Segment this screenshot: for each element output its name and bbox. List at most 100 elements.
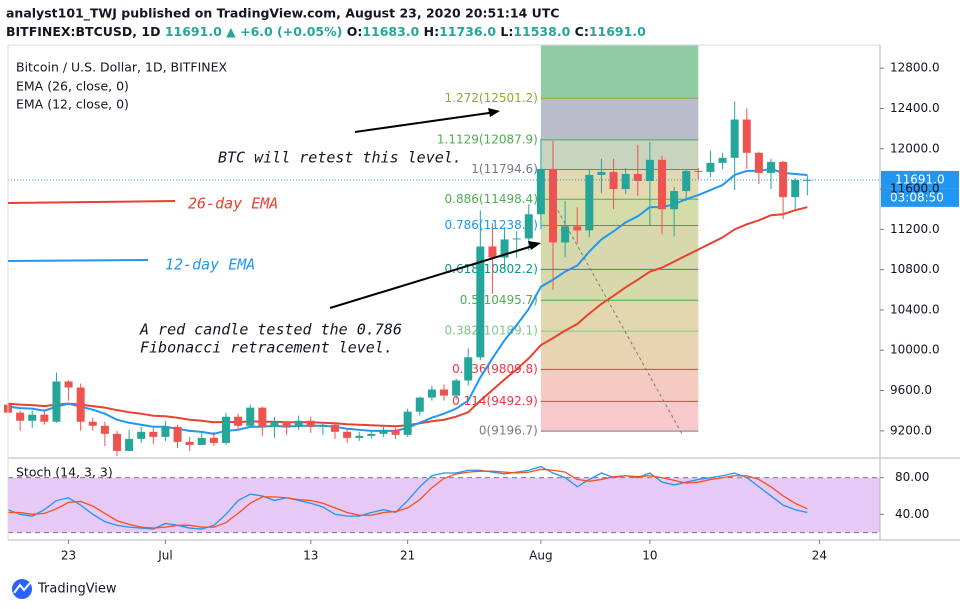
candle-body [64,381,73,388]
candle-body [306,420,315,427]
fib-label: 1.272(12501.2) [445,91,538,105]
candle-body [512,238,521,240]
annotation: BTC will retest this level. [218,149,462,167]
ohlc-key: C: [575,24,589,39]
stoch-band [8,477,880,533]
stoch-line [8,468,808,529]
fib-label: 1(11794.6) [471,162,538,176]
y-tick-label: 10400.0 [890,302,940,316]
ohlc-value: 11538.0 [513,24,570,39]
fib-layer: 0(9196.7) 0.114(9492.9) 0.236(9809.8) 0.382… [8,45,880,534]
fib-label: 0.886(11498.4) [445,192,538,206]
candle-body [258,407,267,427]
ema-label-line [7,259,149,262]
ohlc-key: O: [347,24,363,39]
candle-body [464,357,473,381]
candle-body [125,438,134,451]
candle-body [343,431,352,438]
candle-body [76,387,85,422]
fib-label: 0.236(9809.8) [452,362,538,376]
candle-body [791,179,800,198]
candle-body [609,171,618,190]
change: ▲ +6.0 (+0.05%) [226,24,342,39]
candle-body [100,425,109,434]
x-tick-label: Aug [529,549,552,563]
arrow-head [528,241,541,250]
candle-body [536,168,545,215]
candle-body [718,157,727,163]
candle-body [730,119,739,158]
annotation: 26-day EMA [188,195,278,213]
x-tick-label: 21 [400,549,415,563]
fib-band [540,139,699,170]
annotation: Fibonacci retracement level. [140,339,393,357]
candle-body [161,426,170,437]
x-tick-label: Jul [157,549,172,563]
candle-body [403,411,412,435]
candle-body [452,380,461,396]
candle-body [621,173,630,190]
candle-body [246,407,255,426]
candle-body [234,416,243,426]
ohlc-key: L: [500,24,513,39]
fib-label: 0.382(10189.1) [445,324,538,338]
ohlc-value: 11736.0 [439,24,496,39]
candle-body [573,226,582,231]
fib-label: 0.786(11238.7) [445,218,538,232]
candle-body [209,437,218,443]
y-tick-label: 12800.0 [890,61,940,75]
logo: TradingView [12,579,117,599]
candle-body [706,162,715,172]
candle-body [137,431,146,439]
candle-body [476,246,485,358]
candle-body [597,171,606,175]
fib-band [540,331,699,370]
x-tick-label: 24 [812,549,827,563]
candle-body [658,159,666,210]
fib-band [540,300,699,332]
fib-band [540,98,699,140]
x-tick-label: 10 [642,549,657,563]
candle-body [549,168,557,243]
symbol-line: BITFINEX:BTCUSD, 1D 11691.0 ▲ +6.0 (+0.0… [6,24,646,39]
candle-body [427,389,436,398]
candle-body [694,170,703,172]
candle-body [670,191,679,210]
legend-entry: EMA (12, close, 0) [16,97,129,112]
candle-body [585,174,594,231]
fib-label: 0.114(9492.9) [452,394,538,408]
stoch-line [7,465,808,530]
stoch-title: Stoch (14, 3, 3) [16,465,113,480]
ohlc-key: H: [424,24,439,39]
y-tick-label: 40.00 [895,507,929,521]
x-tick-label: 13 [303,549,318,563]
candle-body [803,179,812,181]
countdown-label: 03:08:50 [890,190,944,204]
candle-body [367,433,376,436]
fib-label: 0.5(10495.7) [460,293,538,307]
last-price-label: 11691.0 [895,172,945,186]
logo-glyph [13,582,31,594]
candle-body [524,214,533,239]
y-tick-label: 9600.0 [890,383,932,397]
legend-entry: EMA (26, close, 0) [16,79,129,94]
fib-label: 1.1129(12087.9) [437,132,538,146]
candle-body [318,424,327,427]
candle-body [222,416,230,443]
candle-body [282,421,291,427]
countdown-tag [881,188,959,207]
ohlc-value: 11691.0 [589,24,646,39]
trend-line [551,199,683,435]
fib-label: 0(9196.7) [479,424,538,438]
candle-body [113,433,121,451]
last: 11691.0 [165,24,222,39]
candle-body [754,152,763,173]
candle-body [52,381,61,422]
fib-band [540,401,699,432]
candle-body [185,441,194,445]
candle-body [779,161,788,198]
arrow [329,244,537,309]
candle-body [415,397,424,412]
candle-body [488,246,497,258]
